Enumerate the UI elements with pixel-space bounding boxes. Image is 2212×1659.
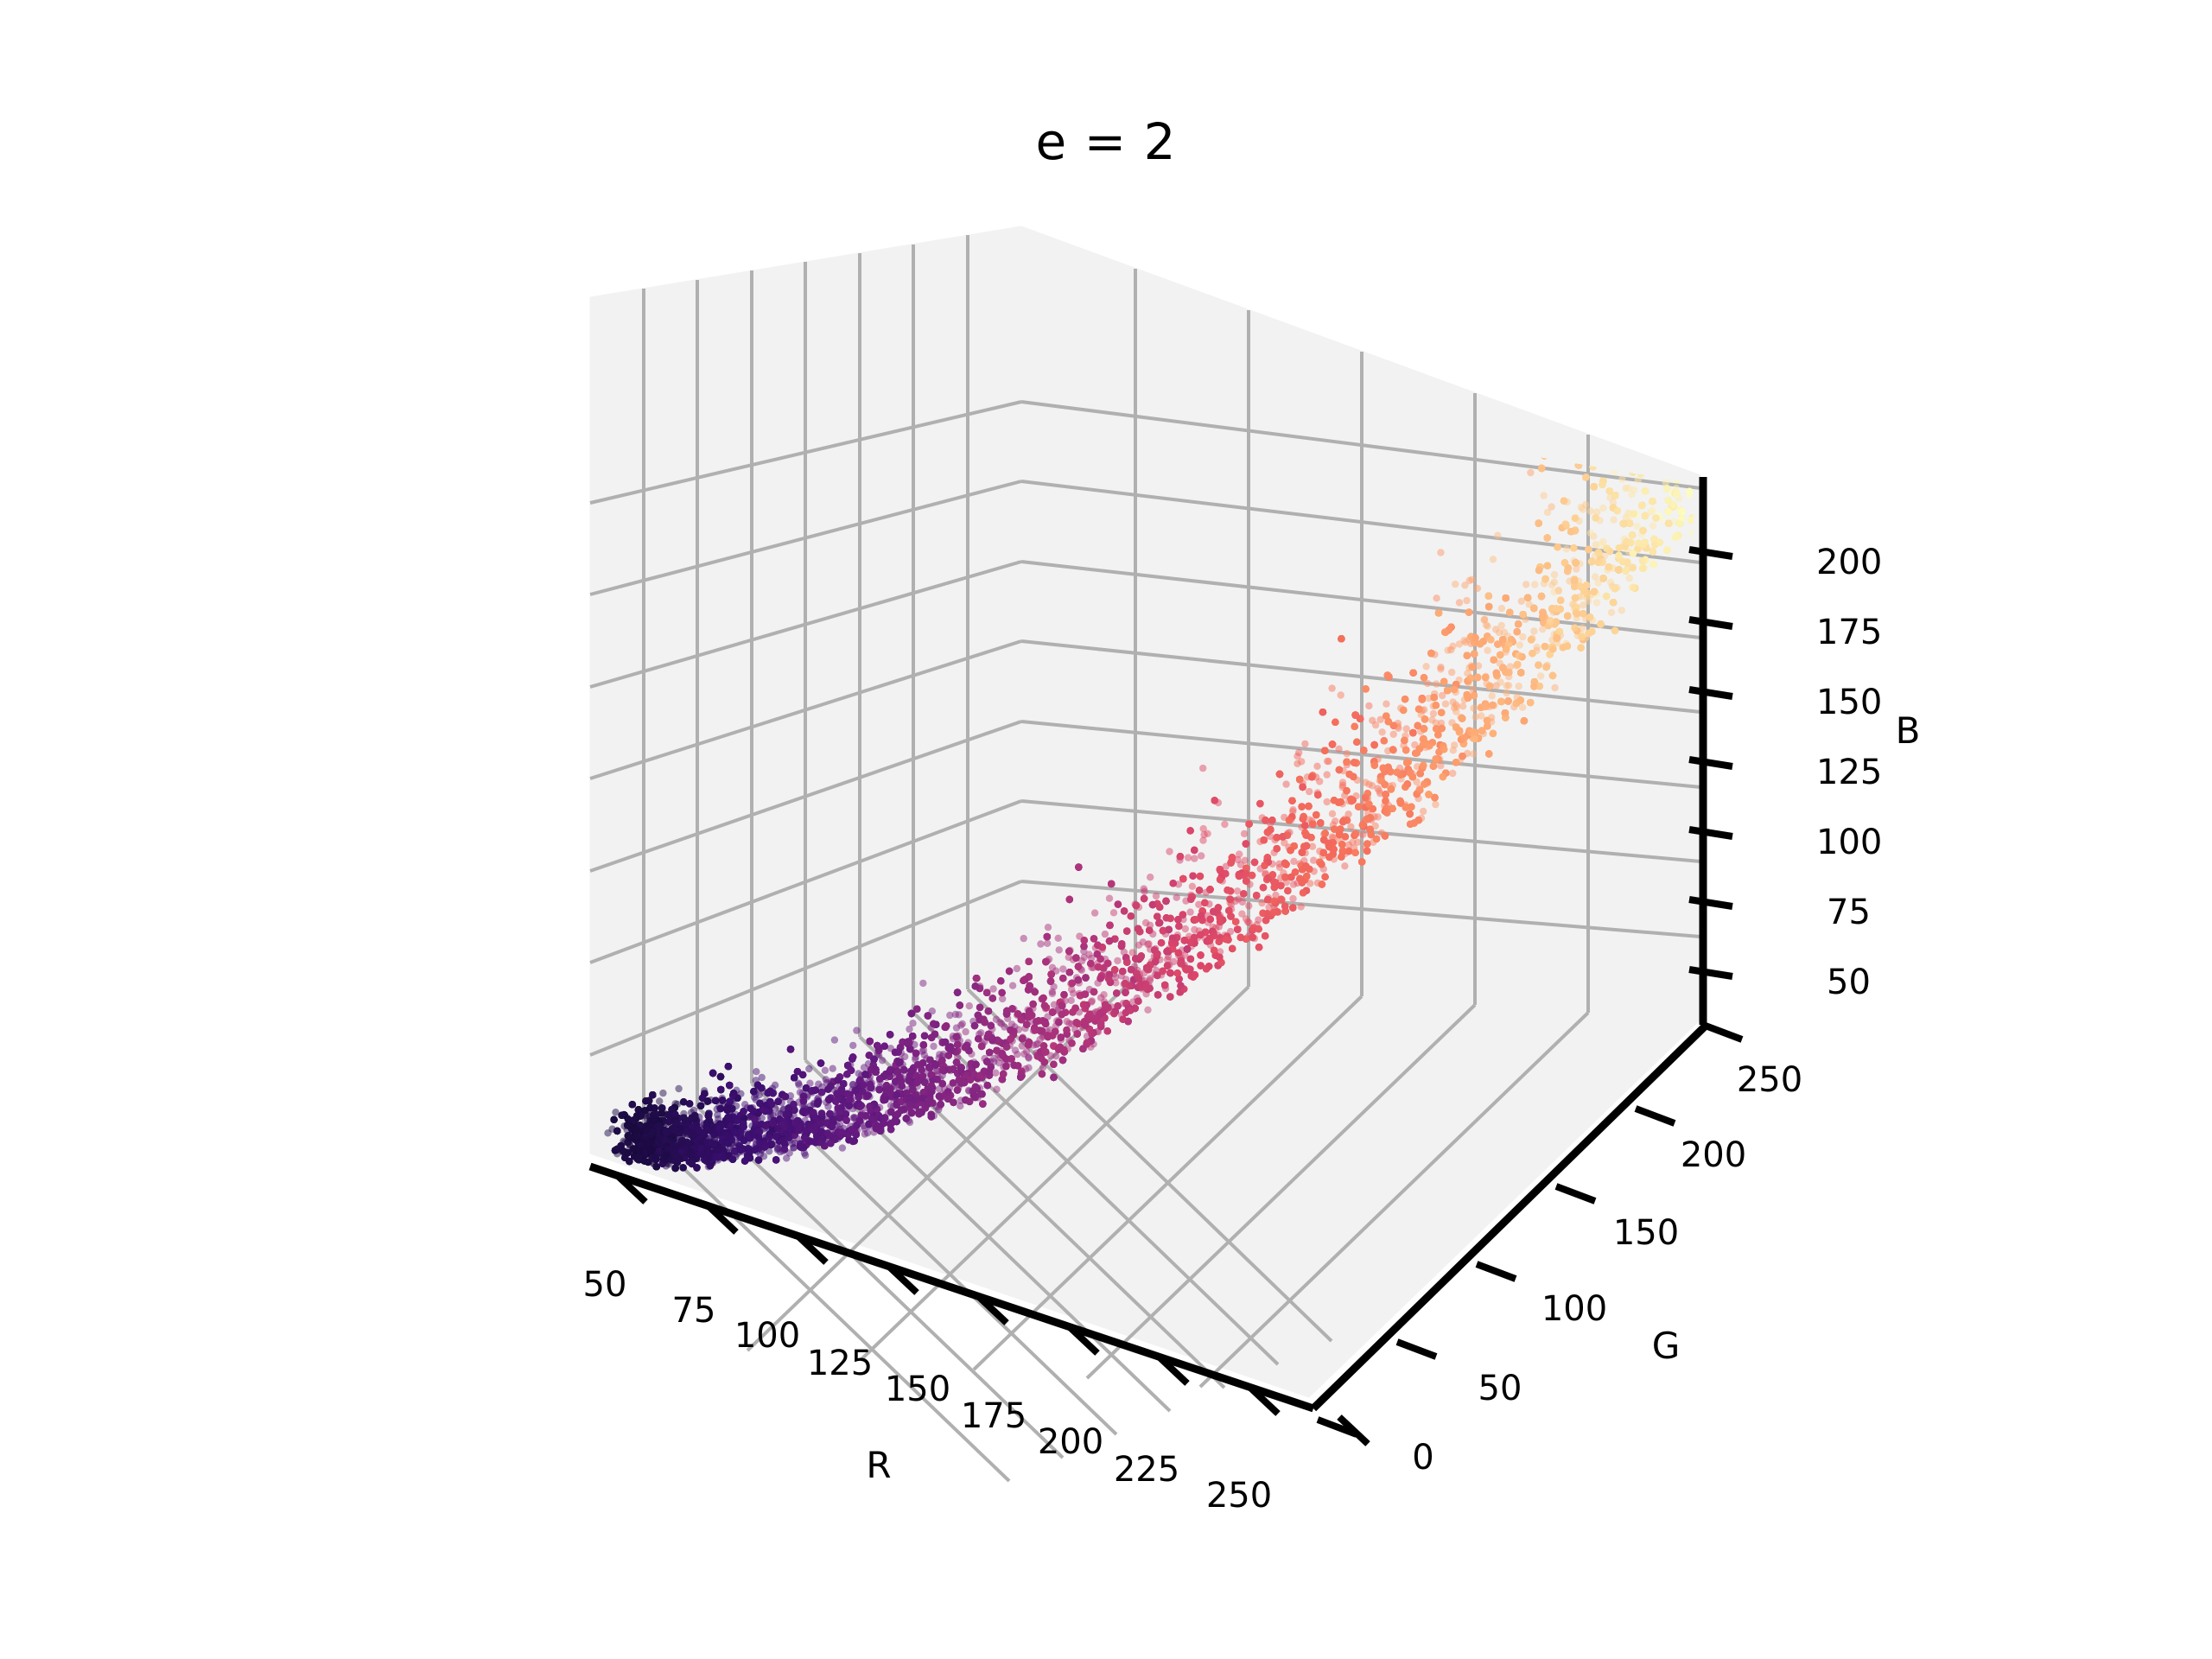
gridlines-right-wall bbox=[1020, 269, 1701, 1013]
z-tick-label-5: 175 bbox=[1816, 613, 1882, 652]
gridlines-left-wall bbox=[589, 235, 1022, 1130]
z-axis-ticks bbox=[1688, 546, 1733, 980]
x-tick-label-8: 250 bbox=[1206, 1476, 1272, 1516]
page-title: e = 2 bbox=[0, 112, 2212, 171]
z-axis-label: B bbox=[1896, 709, 1921, 752]
y-tick-label-5: 250 bbox=[1737, 1060, 1802, 1100]
z-tick-label-2: 100 bbox=[1816, 823, 1882, 862]
x-tick-label-1: 75 bbox=[672, 1291, 716, 1331]
x-tick-label-7: 225 bbox=[1114, 1450, 1179, 1490]
z-tick-label-4: 150 bbox=[1816, 683, 1882, 722]
x-tick-label-2: 100 bbox=[734, 1316, 800, 1356]
x-tick-label-3: 125 bbox=[807, 1344, 873, 1383]
z-tick-label-1: 75 bbox=[1827, 893, 1871, 932]
y-tick-label-1: 50 bbox=[1478, 1369, 1522, 1408]
y-tick-label-2: 100 bbox=[1541, 1289, 1607, 1329]
x-axis-ticks bbox=[614, 1173, 1370, 1446]
scatter-point-cloud[interactable] bbox=[604, 340, 1720, 1173]
x-tick-label-5: 175 bbox=[961, 1396, 1027, 1436]
x-tick-label-6: 200 bbox=[1038, 1422, 1103, 1462]
gridlines-floor bbox=[642, 976, 1590, 1483]
y-axis-label: G bbox=[1652, 1325, 1681, 1367]
x-tick-label-0: 50 bbox=[583, 1265, 627, 1305]
y-tick-label-0: 0 bbox=[1412, 1438, 1433, 1478]
y-tick-label-3: 150 bbox=[1613, 1213, 1679, 1253]
z-tick-label-0: 50 bbox=[1827, 963, 1871, 1002]
y-tick-label-4: 200 bbox=[1681, 1135, 1746, 1175]
x-tick-label-4: 150 bbox=[885, 1370, 950, 1409]
z-tick-label-3: 125 bbox=[1816, 753, 1882, 792]
x-axis-label: R bbox=[866, 1444, 891, 1486]
y-axis-line bbox=[1310, 1021, 1710, 1412]
z-tick-label-6: 200 bbox=[1816, 543, 1882, 582]
y-axis-ticks bbox=[1316, 1021, 1744, 1438]
